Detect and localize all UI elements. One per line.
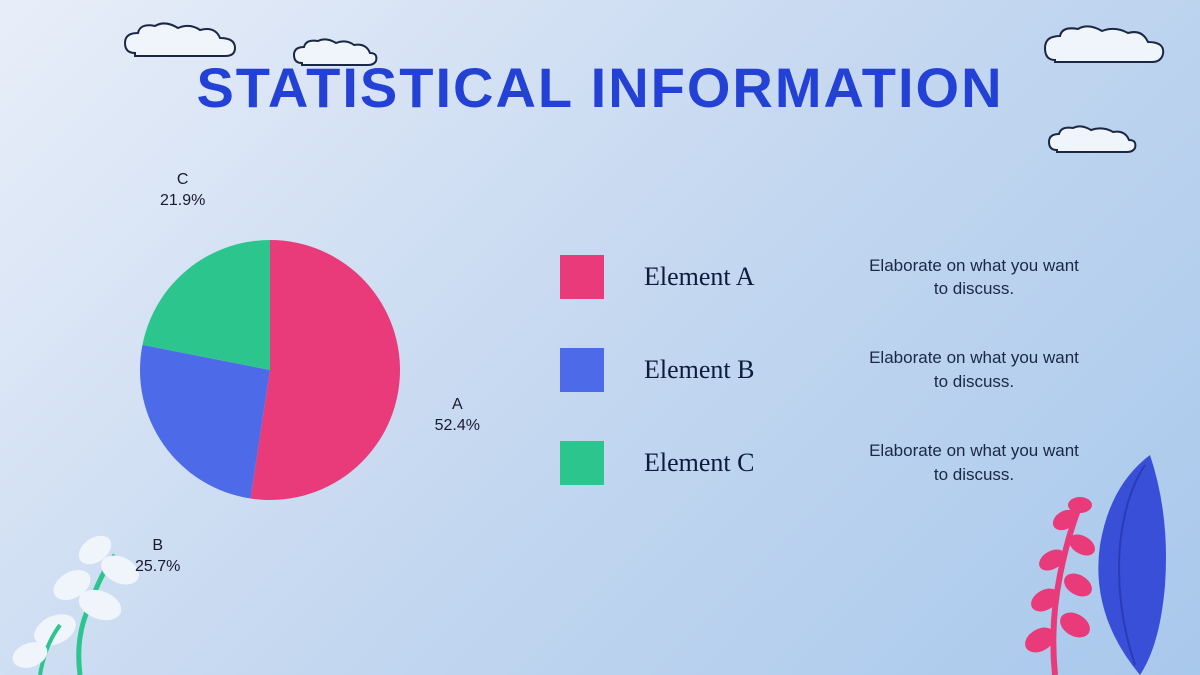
- cloud-icon: [290, 35, 380, 70]
- cloud-icon: [1040, 20, 1170, 70]
- legend-desc-a: Elaborate on what you want to discuss.: [864, 254, 1084, 302]
- pie-label-c-pct: 21.9%: [160, 192, 205, 209]
- legend-swatch-a: [560, 255, 604, 299]
- legend-label-a: Element A: [644, 262, 824, 292]
- pie-chart-container: A 52.4% B 25.7% C 21.9%: [80, 180, 460, 560]
- pie-label-b: B 25.7%: [135, 536, 180, 578]
- legend-label-c: Element C: [644, 448, 824, 478]
- legend-swatch-c: [560, 441, 604, 485]
- pie-label-a-key: A: [452, 396, 463, 413]
- pie-label-c: C 21.9%: [160, 170, 205, 212]
- pie-label-b-pct: 25.7%: [135, 558, 180, 575]
- slide: STATISTICAL INFORMATION A 52.4% B 25.7% …: [0, 0, 1200, 675]
- legend-label-b: Element B: [644, 355, 824, 385]
- plant-right-icon: [940, 415, 1200, 675]
- cloud-icon: [1045, 122, 1140, 157]
- legend-desc-b: Elaborate on what you want to discuss.: [864, 346, 1084, 394]
- pie-label-c-key: C: [177, 171, 189, 188]
- pie-chart: [140, 240, 400, 500]
- legend-item: Element A Elaborate on what you want to …: [560, 254, 1120, 302]
- pie-label-b-key: B: [152, 537, 163, 554]
- pie-label-a-pct: 52.4%: [435, 417, 480, 434]
- cloud-icon: [120, 18, 240, 63]
- legend-item: Element B Elaborate on what you want to …: [560, 346, 1120, 394]
- legend-swatch-b: [560, 348, 604, 392]
- pie-label-a: A 52.4%: [435, 395, 480, 437]
